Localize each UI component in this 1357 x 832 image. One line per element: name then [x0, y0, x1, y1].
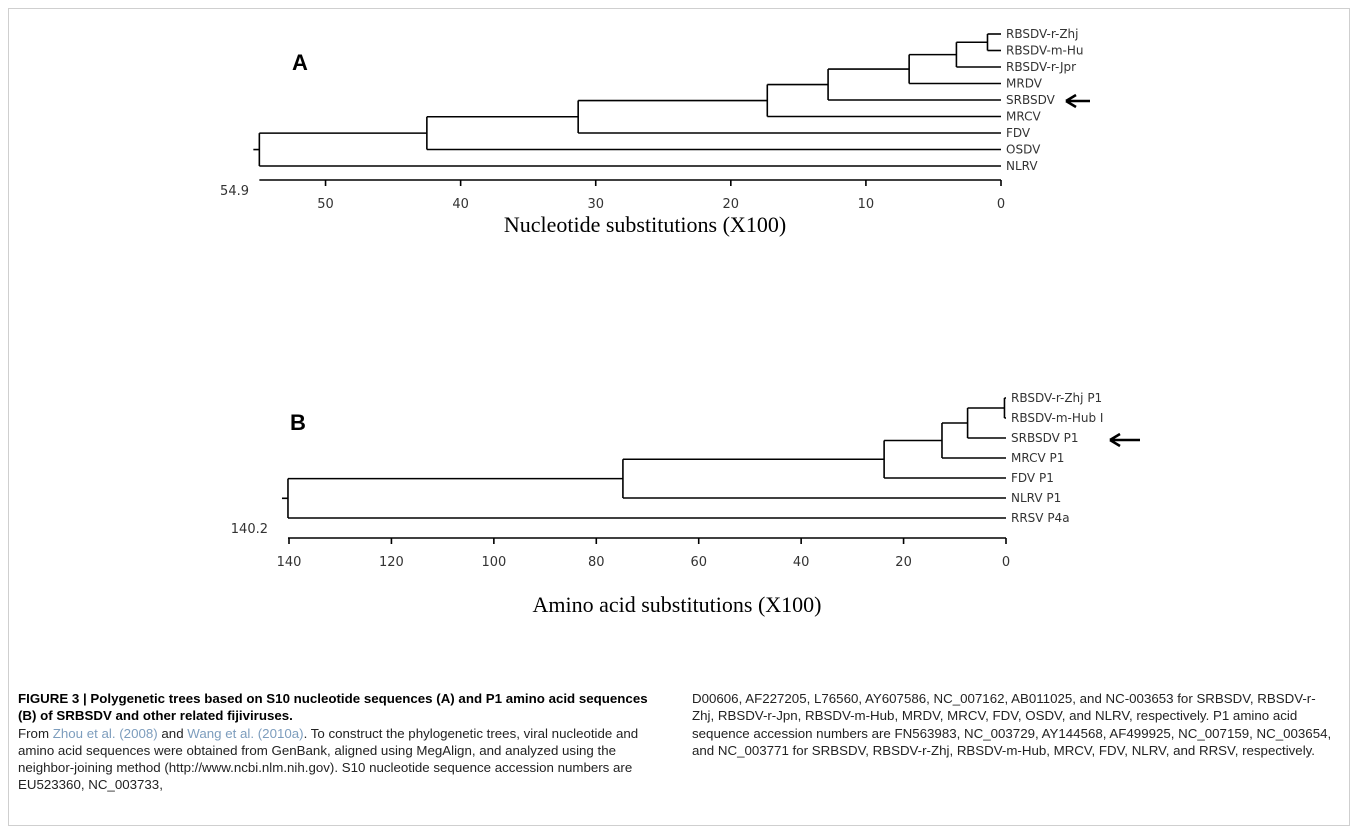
caption-left: FIGURE 3 | Polygenetic trees based on S1… — [18, 690, 658, 794]
arrow-b-icon — [1109, 432, 1140, 448]
leaf-label: NLRV P1 — [1011, 491, 1061, 505]
leaf-label: FDV — [1006, 126, 1031, 140]
leaf-label: SRBSDV — [1006, 93, 1056, 107]
caption-heading: FIGURE 3 | Polygenetic trees based on S1… — [18, 691, 648, 724]
root-value-a: 54.9 — [220, 184, 249, 199]
axis-title-b: Amino acid substitutions (X100) — [532, 592, 821, 617]
caption-body-right: D00606, AF227205, L76560, AY607586, NC_0… — [692, 691, 1332, 758]
root-value-b: 140.2 — [231, 522, 268, 537]
leaf-label: RBSDV-m-Hu — [1006, 44, 1084, 58]
citation-link-wang[interactable]: Wang et al. (2010a) — [187, 725, 304, 741]
tick-label: 20 — [723, 197, 740, 212]
tick-label: 80 — [588, 555, 605, 570]
caption-from: From — [18, 725, 50, 741]
leaf-label: FDV P1 — [1011, 471, 1054, 485]
caption-body-left: . To construct the phylogenetic trees, v… — [18, 725, 639, 793]
leaf-label: RBSDV-m-Hub I — [1011, 411, 1103, 425]
panel-label-a: A — [292, 50, 308, 75]
phylogenetic-figure: A 54.9 Nucleotide substitutions (X100) R… — [220, 27, 1140, 617]
tick-label: 0 — [1002, 555, 1010, 570]
leaf-label: NLRV — [1006, 159, 1038, 173]
leaf-label: RRSV P4a — [1011, 511, 1070, 525]
tick-label: 120 — [379, 555, 404, 570]
tick-label: 40 — [452, 197, 469, 212]
caption-and: and — [161, 725, 184, 741]
tick-label: 140 — [277, 555, 302, 570]
tick-label: 0 — [997, 197, 1005, 212]
leaf-label: MRDV — [1006, 77, 1043, 91]
leaf-label: OSDV — [1006, 143, 1041, 157]
tick-label: 30 — [587, 197, 604, 212]
panel-label-b: B — [290, 410, 306, 435]
tick-label: 60 — [690, 555, 707, 570]
leaf-label: MRCV — [1006, 110, 1041, 124]
tick-label: 20 — [895, 555, 912, 570]
axis-title-a: Nucleotide substitutions (X100) — [504, 212, 786, 237]
leaf-label: SRBSDV P1 — [1011, 431, 1079, 445]
tick-label: 50 — [317, 197, 334, 212]
leaf-label: RBSDV-r-Zhj P1 — [1011, 391, 1102, 405]
caption-right: D00606, AF227205, L76560, AY607586, NC_0… — [692, 690, 1332, 759]
figure-frame — [8, 8, 1350, 826]
arrow-a-icon — [1065, 93, 1090, 109]
tick-label: 40 — [793, 555, 810, 570]
tree-b: B 140.2 Amino acid substitutions (X100) … — [231, 391, 1140, 617]
leaf-label: MRCV P1 — [1011, 451, 1064, 465]
tick-label: 10 — [858, 197, 875, 212]
tree-a: A 54.9 Nucleotide substitutions (X100) R… — [220, 27, 1090, 237]
leaf-label: RBSDV-r-Jpr — [1006, 60, 1076, 74]
leaf-label: RBSDV-r-Zhj — [1006, 27, 1079, 41]
tick-label: 100 — [481, 555, 506, 570]
citation-link-zhou[interactable]: Zhou et al. (2008) — [52, 725, 158, 741]
